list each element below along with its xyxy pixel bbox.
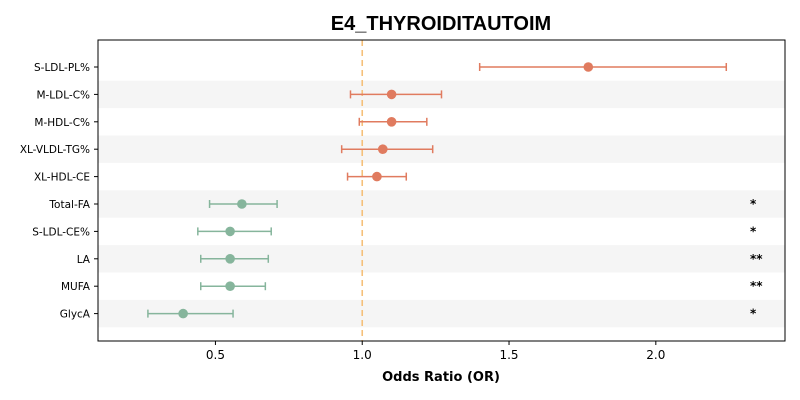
estimate-M-HDL-C% [358, 117, 428, 127]
data-points [147, 62, 728, 319]
y-tick-label: LA [77, 254, 91, 266]
row-band [98, 190, 785, 218]
point-estimate [386, 89, 397, 100]
point-estimate [178, 308, 188, 319]
estimate-M-LDL-C% [349, 89, 443, 100]
significance-marker: ** [750, 279, 763, 293]
estimate-GlycA [147, 308, 234, 319]
y-tick-label: S-LDL-CE% [32, 226, 90, 238]
estimate-XL-VLDL-TG% [340, 144, 434, 154]
y-tick-label: S-LDL-PL% [34, 62, 90, 74]
x-tick-label: 0.5 [206, 348, 225, 362]
point-estimate [386, 117, 397, 127]
x-axis-label: Odds Ratio (OR) [382, 370, 500, 385]
y-tick-label: M-LDL-C% [36, 89, 90, 101]
point-estimate [237, 199, 247, 209]
x-tick-label: 2.0 [646, 348, 665, 362]
point-estimate [225, 226, 235, 237]
estimate-S-LDL-PL% [478, 62, 728, 72]
estimate-XL-HDL-CE [346, 171, 408, 182]
y-tick-label: M-HDL-C% [34, 117, 90, 129]
significance-marker: * [750, 224, 757, 238]
estimate-S-LDL-CE% [197, 226, 272, 237]
y-tick-label: XL-HDL-CE [34, 172, 90, 184]
point-estimate [372, 171, 382, 182]
plot-frame [97, 39, 786, 342]
estimate-MUFA [200, 281, 267, 292]
estimate-Total-FA [208, 199, 278, 209]
point-estimate [225, 281, 235, 292]
y-tick-label: XL-VLDL-TG% [20, 144, 90, 156]
point-estimate [377, 144, 388, 154]
row-band [98, 135, 785, 163]
x-axis-ticks: 0.5 1.0 1.5 2.0 [206, 341, 665, 362]
x-tick-label: 1.0 [353, 348, 372, 362]
y-tick-label: GlycA [60, 309, 91, 321]
y-tick-labels: S-LDL-PL% M-LDL-C% M-HDL-C% XL-VLDL-TG% XL-H… [20, 62, 98, 321]
significance-marker: ** [750, 252, 763, 266]
y-tick-label: MUFA [61, 281, 91, 293]
chart-title: E4_THYROIDITAUTOIM [331, 13, 551, 35]
significance-marker: * [750, 307, 757, 321]
row-bands [98, 80, 785, 328]
significance-markers: ******* [750, 197, 763, 321]
significance-marker: * [750, 197, 757, 211]
x-tick-label: 1.5 [499, 348, 518, 362]
point-estimate [583, 62, 594, 72]
estimate-LA [200, 253, 270, 264]
point-estimate [225, 253, 235, 264]
y-tick-label: Total-FA [48, 199, 90, 211]
